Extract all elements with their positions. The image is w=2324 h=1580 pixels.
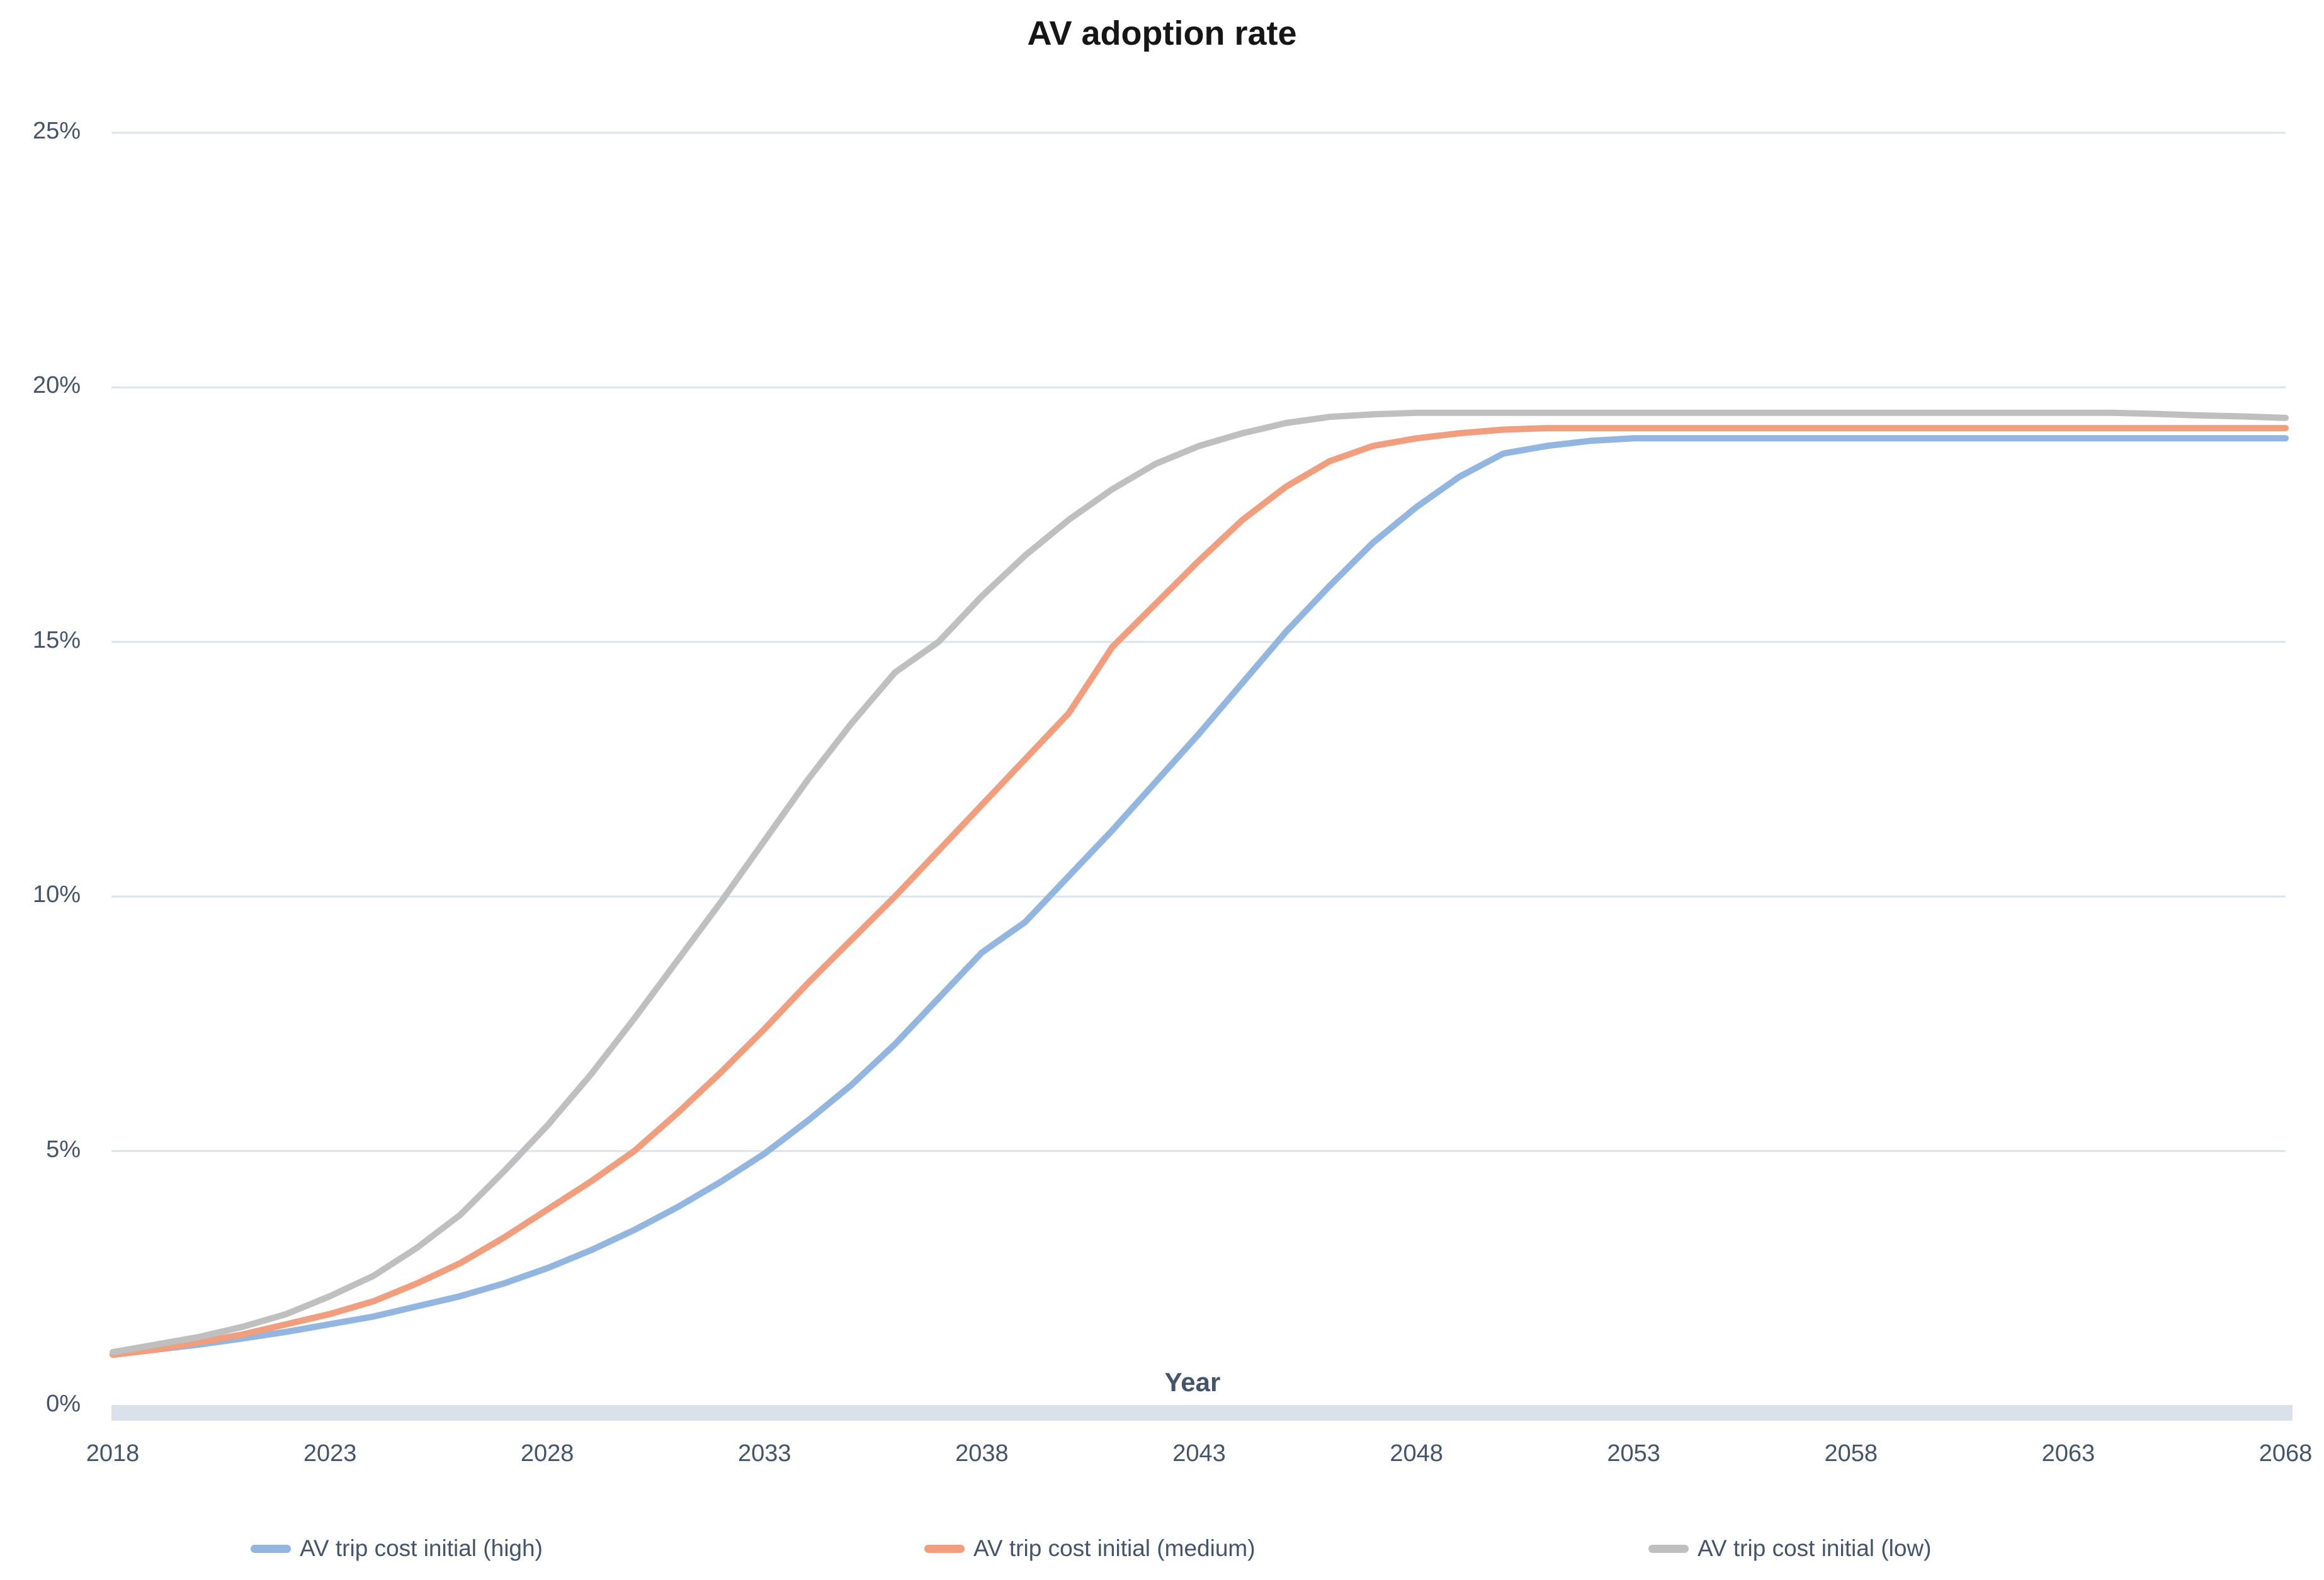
legend-swatch-medium — [924, 1544, 965, 1553]
legend-item-low: AV trip cost initial (low) — [1648, 1531, 1931, 1566]
x-axis-title: Year — [1164, 1367, 1221, 1397]
y-tick-label: 0% — [46, 1391, 81, 1417]
y-tick-label: 15% — [32, 626, 81, 653]
legend-item-medium: AV trip cost initial (medium) — [924, 1531, 1256, 1566]
x-tick-label: 2048 — [1390, 1440, 1443, 1467]
x-tick-label: 2063 — [2041, 1440, 2095, 1467]
x-tick-label: 2038 — [955, 1440, 1009, 1467]
x-tick-label: 2018 — [86, 1440, 140, 1467]
legend-label: AV trip cost initial (high) — [300, 1535, 543, 1561]
series-line-low — [110, 409, 2289, 1356]
legend-label: AV trip cost initial (low) — [1698, 1535, 1932, 1561]
x-tick-label: 2053 — [1607, 1440, 1660, 1467]
x-tick-label: 2033 — [738, 1440, 791, 1467]
chart-title: AV adoption rate — [1027, 14, 1297, 52]
legend-swatch-high — [251, 1544, 291, 1553]
x-tick-label: 2058 — [1824, 1440, 1878, 1467]
x-tick-label: 2023 — [303, 1440, 357, 1467]
legend-item-high: AV trip cost initial (high) — [251, 1531, 543, 1566]
legend-swatch-low — [1648, 1544, 1689, 1553]
y-tick-label: 10% — [32, 881, 81, 908]
x-tick-label: 2068 — [2259, 1440, 2313, 1467]
x-tick-label: 2028 — [520, 1440, 574, 1467]
y-tick-label: 25% — [32, 118, 81, 144]
x-axis-band — [111, 1405, 2293, 1421]
y-tick-label: 5% — [46, 1136, 81, 1163]
series-line-medium — [110, 425, 2289, 1358]
series-line-high — [110, 435, 2289, 1358]
x-tick-label: 2043 — [1172, 1440, 1226, 1467]
y-tick-label: 20% — [32, 372, 81, 399]
legend-label: AV trip cost initial (medium) — [973, 1535, 1256, 1561]
